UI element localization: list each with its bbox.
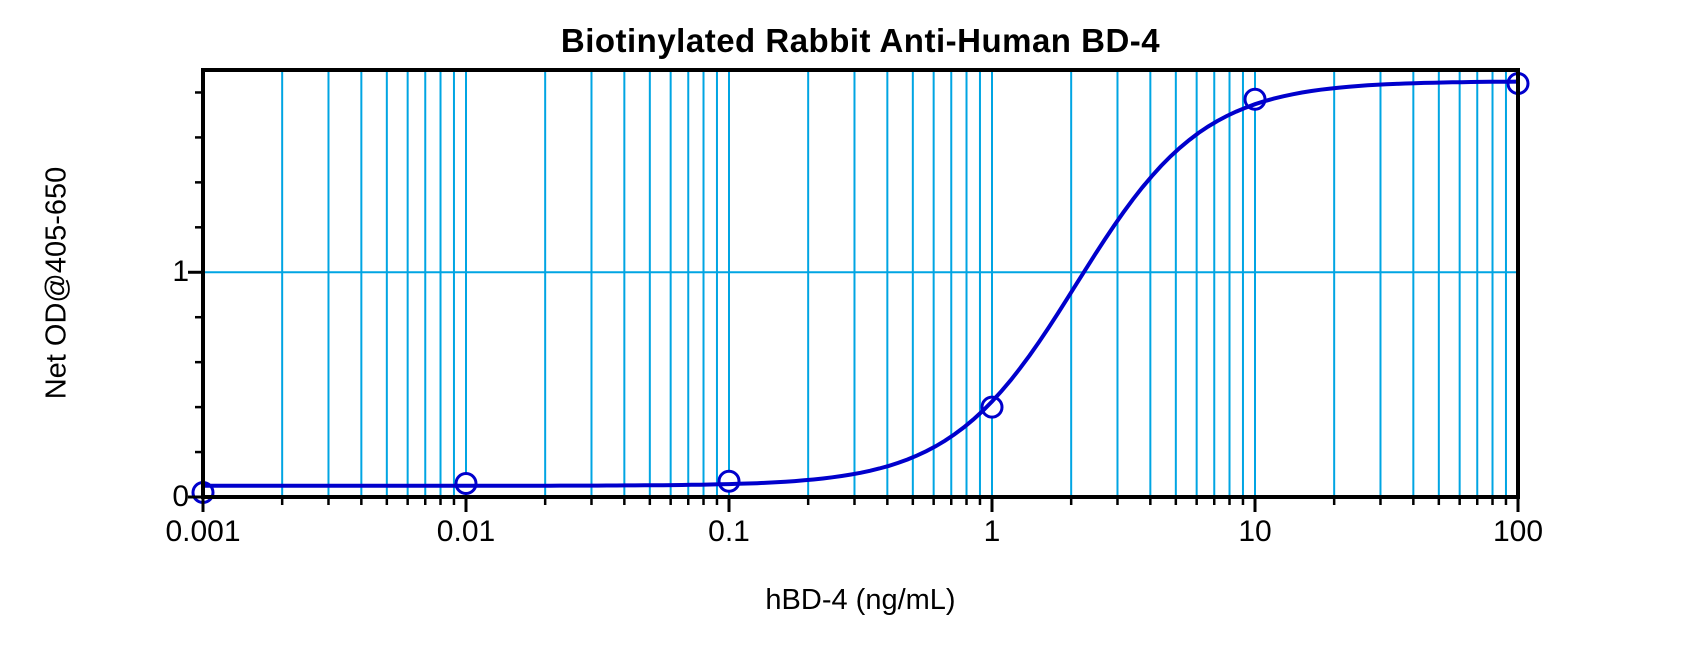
data-point (454, 472, 478, 496)
chart-title: Biotinylated Rabbit Anti-Human BD-4 (560, 22, 1161, 59)
plot-border (201, 68, 1520, 499)
y-tick-label: 1 (172, 255, 189, 289)
fit-curve (201, 79, 1520, 488)
x-tick-label: 0.001 (165, 515, 241, 548)
x-tick-label: 0.1 (708, 515, 750, 548)
data-point (980, 395, 1004, 419)
y-tick-label: 0 (172, 480, 189, 513)
x-tick-label: 1 (983, 515, 1001, 548)
data-point (717, 469, 741, 493)
x-tick-label: 10 (1238, 515, 1272, 548)
x-axis-label: hBD-4 (ng/mL) (765, 584, 956, 616)
y-axis-label: Net OD@405-650 (40, 166, 73, 400)
x-tick-label: 100 (1492, 515, 1544, 548)
x-tick-label: 0.01 (436, 515, 496, 548)
